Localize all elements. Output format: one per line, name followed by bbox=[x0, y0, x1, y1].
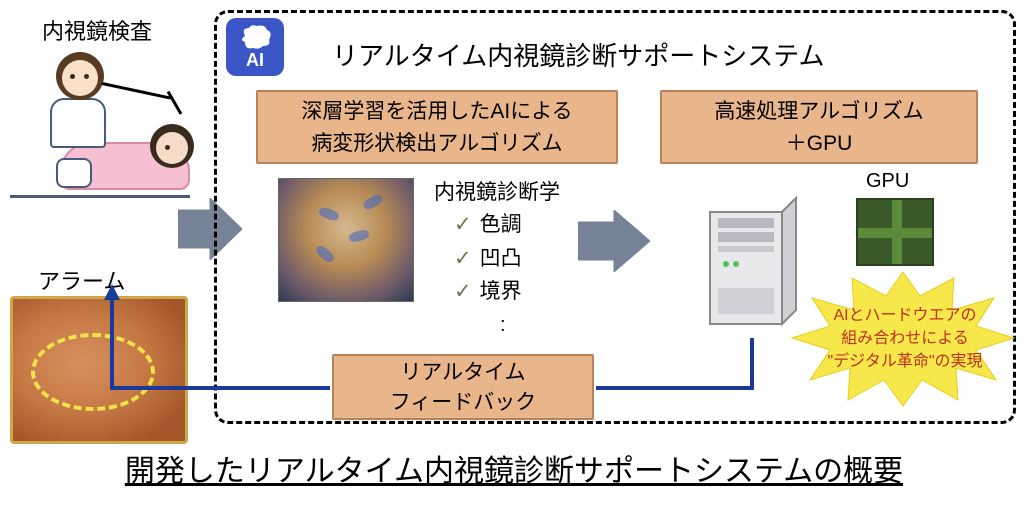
diagram-canvas: 内視鏡検査 アラーム AI リアルタイム内視鏡診断サポートシステム 深層学習を活… bbox=[0, 0, 1028, 506]
diagram-caption: 開発したリアルタイム内視鏡診断サポートシステムの概要 bbox=[58, 446, 970, 490]
feedback-arrow bbox=[0, 0, 1028, 506]
